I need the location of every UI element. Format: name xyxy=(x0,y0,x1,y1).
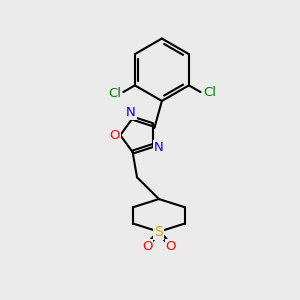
Text: Cl: Cl xyxy=(108,87,121,100)
Text: Cl: Cl xyxy=(203,85,216,98)
Text: O: O xyxy=(109,129,120,142)
Text: N: N xyxy=(126,106,136,119)
Text: O: O xyxy=(166,240,176,253)
Text: N: N xyxy=(154,141,164,154)
Text: O: O xyxy=(142,240,152,253)
Text: S: S xyxy=(154,225,163,239)
